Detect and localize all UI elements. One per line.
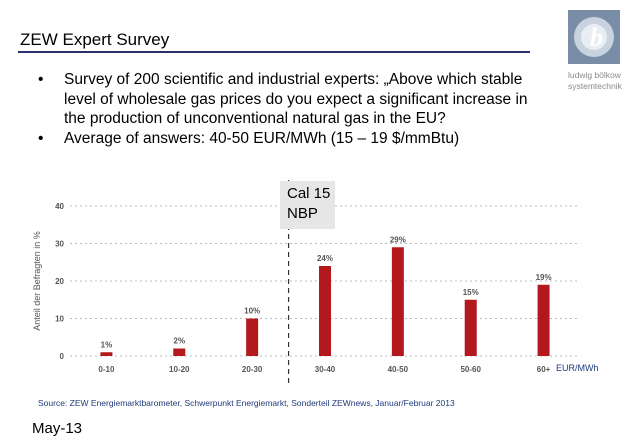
title-underline bbox=[18, 51, 530, 53]
logo-text-line-1: ludwig bölkow bbox=[568, 70, 621, 80]
callout-line-2: NBP bbox=[287, 205, 318, 222]
y-tick-label: 20 bbox=[55, 277, 64, 286]
x-tick-label: 30-40 bbox=[315, 365, 336, 374]
source-note: Source: ZEW Energiemarktbarometer, Schwe… bbox=[38, 398, 455, 408]
data-label: 24% bbox=[317, 254, 333, 263]
bar-0-10 bbox=[100, 352, 113, 356]
x-tick-label: 10-20 bbox=[169, 365, 190, 374]
bullet-list: • Survey of 200 scientific and industria… bbox=[38, 70, 538, 148]
bullet-dot: • bbox=[38, 129, 44, 147]
data-label: 10% bbox=[244, 307, 260, 316]
y-tick-label: 40 bbox=[55, 202, 64, 211]
callout-line-1: Cal 15 bbox=[287, 185, 331, 202]
x-tick-label: 50-60 bbox=[460, 365, 481, 374]
x-tick-label: 40-50 bbox=[388, 365, 409, 374]
y-tick-label: 30 bbox=[55, 240, 64, 249]
data-label: 29% bbox=[390, 235, 406, 244]
data-label: 15% bbox=[463, 288, 479, 297]
slide-date: May-13 bbox=[32, 420, 83, 437]
logo-text-line-2: systemtechnik bbox=[568, 81, 622, 91]
bar-30-40 bbox=[319, 266, 331, 356]
cal15-nbp-callout: Cal 15 NBP bbox=[280, 181, 335, 229]
y-axis-label: Anteil der Befragten in % bbox=[32, 231, 42, 331]
bullet-text-survey: Survey of 200 scientific and industrial … bbox=[64, 71, 528, 127]
data-label: 19% bbox=[536, 273, 552, 282]
y-tick-label: 0 bbox=[60, 352, 65, 361]
bar-10-20 bbox=[173, 348, 186, 356]
bar-50-60 bbox=[464, 299, 477, 356]
bullet-text-average: Average of answers: 40-50 EUR/MWh (15 – … bbox=[64, 129, 460, 147]
bullet-dot: • bbox=[38, 71, 44, 88]
x-tick-label: 60+ bbox=[537, 365, 551, 374]
bullet-item: • Survey of 200 scientific and industria… bbox=[38, 70, 538, 129]
x-tick-label: 0-10 bbox=[98, 365, 115, 374]
slide-title: ZEW Expert Survey bbox=[20, 30, 170, 49]
x-tick-label: 20-30 bbox=[242, 365, 263, 374]
y-tick-label: 10 bbox=[55, 315, 64, 324]
bullet-item: • Average of answers: 40-50 EUR/MWh (15 … bbox=[38, 129, 538, 149]
logo-letter: b bbox=[590, 23, 603, 52]
logo-text: ludwig bölkow systemtechnik bbox=[568, 70, 622, 92]
bar-60+ bbox=[537, 284, 550, 356]
x-axis-unit: EUR/MWh bbox=[556, 363, 599, 373]
bar-40-50 bbox=[391, 247, 404, 356]
logo-icon: b bbox=[568, 10, 620, 64]
bar-20-30 bbox=[246, 318, 259, 356]
data-label: 1% bbox=[101, 340, 113, 349]
data-label: 2% bbox=[174, 337, 186, 346]
